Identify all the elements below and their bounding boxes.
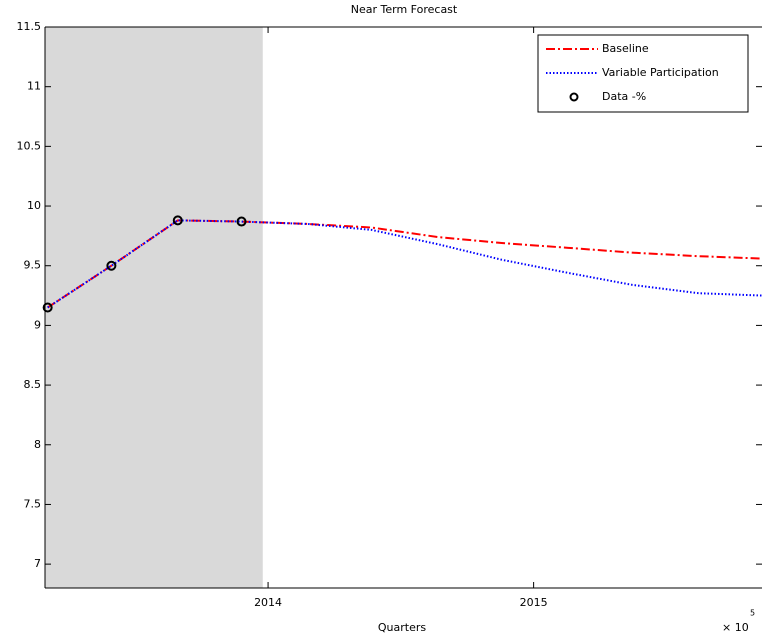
x-exponent: 5 [750,609,755,618]
x-axis-label: Quarters [378,621,426,634]
y-tick-label: 11 [27,80,41,93]
data-point [172,215,183,226]
data-point [106,260,117,271]
legend-label: Data -% [602,90,646,103]
x-tick-label: 2014 [254,596,282,609]
y-tick-label: 7 [34,557,41,570]
y-tick-label: 10 [27,199,41,212]
y-tick-label: 10.5 [17,139,42,152]
legend-swatch [569,92,579,102]
legend-label: Variable Participation [602,66,719,79]
y-tick-label: 8.5 [24,378,42,391]
data-point [42,302,53,313]
legend-label: Baseline [602,42,649,55]
legend-box [537,34,749,113]
y-tick-label: 8 [34,438,41,451]
chart-title: Near Term Forecast [351,3,458,16]
y-tick-label: 11.5 [17,20,42,33]
data-point [236,216,247,227]
y-tick-label: 7.5 [24,497,42,510]
y-tick-label: 9 [34,318,41,331]
series-line [47,219,762,309]
y-tick-label: 9.5 [24,259,42,272]
history-shade [45,27,263,588]
series-line [47,219,762,309]
x-multiplier: × 10 [722,621,749,634]
x-tick-label: 2015 [520,596,548,609]
